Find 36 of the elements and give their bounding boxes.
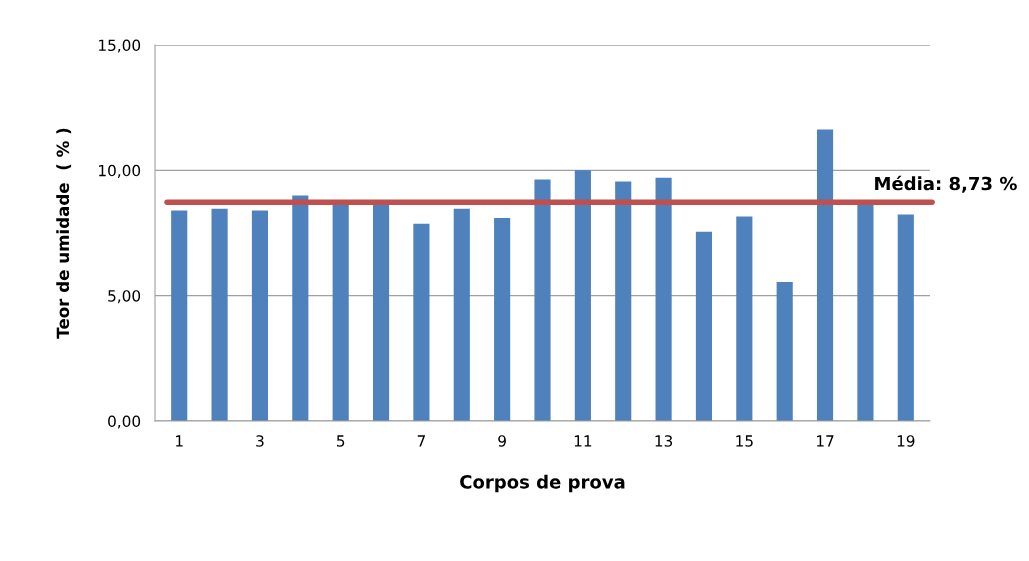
bar (776, 281, 793, 421)
bar (292, 195, 309, 421)
x-tick-label: 5 (337, 435, 345, 447)
bar (897, 214, 914, 421)
x-tick-label: 15 (736, 435, 753, 447)
x-tick-label: 1 (176, 435, 183, 447)
bar (332, 202, 349, 421)
bar (372, 202, 390, 421)
x-tick-label: 19 (897, 435, 915, 447)
bar (453, 208, 470, 421)
bar (211, 208, 228, 421)
x-tick-label: 13 (655, 435, 673, 447)
bar (494, 217, 511, 421)
bar (574, 170, 591, 421)
ref-line-label: Média: 8,73 % (875, 175, 1017, 193)
y-tick-label: 15,00 (99, 39, 141, 53)
bar (655, 177, 672, 421)
x-tick-label: 7 (417, 435, 425, 447)
y-tick-label: 0,00 (108, 415, 141, 429)
y-tick-label: 5,00 (108, 290, 141, 304)
x-tick-label: 17 (817, 435, 834, 447)
bar (534, 179, 551, 421)
bar (816, 129, 834, 421)
bar (695, 231, 713, 421)
bar (736, 216, 753, 421)
bar (615, 181, 632, 421)
y-tick-label: 10,00 (99, 164, 141, 178)
bar (171, 210, 188, 421)
x-tick-label: 9 (498, 435, 506, 447)
bar (413, 223, 430, 421)
x-tick-label: 11 (574, 435, 592, 447)
x-tick-label: 3 (256, 435, 264, 447)
bar (857, 202, 874, 421)
y-axis-title: Teor de umidade ( % ) (56, 128, 72, 339)
bar (251, 210, 269, 421)
x-axis-title: Corpos de prova (460, 474, 625, 493)
